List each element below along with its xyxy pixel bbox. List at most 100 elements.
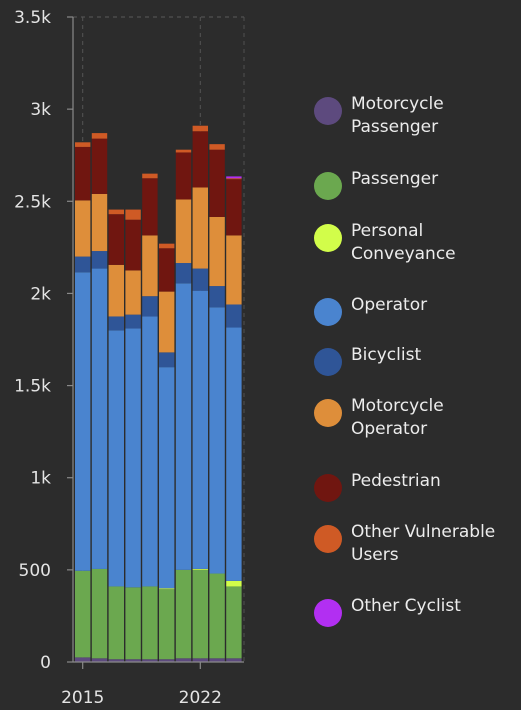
bar-segment[interactable] — [209, 573, 225, 659]
bar-segment[interactable] — [192, 568, 208, 570]
bar-segment[interactable] — [192, 125, 208, 132]
legend-label: Other Cyclist — [351, 596, 461, 616]
bar-segment[interactable] — [159, 291, 175, 353]
bar-segment[interactable] — [175, 263, 192, 284]
bar-segment[interactable] — [125, 659, 141, 662]
bar-segment[interactable] — [125, 209, 141, 220]
bar-segment[interactable] — [108, 214, 124, 265]
bar-segment[interactable] — [192, 131, 208, 188]
legend-item[interactable]: Personal Conveyance — [314, 220, 521, 266]
bar-segment[interactable] — [209, 149, 225, 217]
bar-segment[interactable] — [91, 251, 108, 269]
x-tick-label: 2015 — [61, 688, 104, 708]
bar-segment[interactable] — [91, 568, 108, 659]
legend-item[interactable]: Motorcycle Operator — [314, 395, 521, 441]
bar-segment[interactable] — [209, 144, 225, 150]
bar-segment[interactable] — [159, 588, 175, 590]
bar-segment[interactable] — [209, 286, 225, 308]
bar-segment[interactable] — [108, 316, 124, 331]
bar-segment[interactable] — [125, 219, 141, 271]
bar-segment[interactable] — [142, 235, 158, 297]
legend-item[interactable]: Bicyclist — [314, 344, 521, 376]
bar-segment[interactable] — [192, 268, 208, 291]
bar-segment[interactable] — [159, 589, 175, 660]
bar-segment[interactable] — [209, 307, 225, 574]
bar-segment[interactable] — [175, 283, 192, 570]
bar-segment[interactable] — [75, 570, 91, 658]
bar-segment[interactable] — [175, 199, 192, 264]
bar-segment[interactable] — [192, 187, 208, 269]
bar-segment[interactable] — [125, 328, 141, 588]
bar-segment[interactable] — [175, 569, 192, 659]
bar-segment[interactable] — [108, 659, 124, 662]
legend-item[interactable]: Other Vulnerable Users — [314, 521, 521, 567]
bar-segment[interactable] — [142, 173, 158, 179]
legend-swatch — [314, 474, 342, 502]
bar-segment[interactable] — [142, 316, 158, 587]
bar-segment[interactable] — [142, 178, 158, 236]
x-tick-labels: 2015 2022 — [61, 688, 222, 708]
bar-segment[interactable] — [91, 193, 108, 252]
bar-segment[interactable] — [75, 272, 91, 571]
bar-segment[interactable] — [175, 152, 192, 200]
bar-segment[interactable] — [159, 243, 175, 249]
bar-segment[interactable] — [226, 327, 242, 581]
bar-segment[interactable] — [226, 179, 242, 236]
legend-label: Passenger — [351, 169, 439, 189]
bar-segment[interactable] — [209, 216, 225, 287]
bar-segment[interactable] — [226, 658, 242, 662]
bar-segment[interactable] — [159, 367, 175, 589]
bar-segment[interactable] — [142, 586, 158, 660]
legend-item[interactable]: Pedestrian — [314, 470, 521, 502]
bar-segment[interactable] — [159, 352, 175, 368]
bar-segment[interactable] — [75, 146, 91, 201]
bar-segment[interactable] — [192, 658, 208, 662]
bar-segment[interactable] — [91, 658, 108, 662]
bar-segment[interactable] — [226, 235, 242, 305]
y-tick-labels: 0 500 1k 1.5k 2k 2.5k 3k 3.5k — [14, 8, 51, 673]
bars-layer — [75, 125, 242, 662]
bar-segment[interactable] — [175, 149, 192, 153]
bar-segment[interactable] — [159, 248, 175, 292]
y-tick-label: 500 — [19, 561, 51, 581]
bar-segment[interactable] — [226, 176, 242, 179]
bar-segment[interactable] — [142, 659, 158, 662]
bar-segment[interactable] — [75, 256, 91, 273]
bar-segment[interactable] — [108, 586, 124, 660]
axes-layer — [67, 16, 244, 669]
bar-segment[interactable] — [108, 264, 124, 317]
bar-segment[interactable] — [142, 296, 158, 317]
legend-item[interactable]: Operator — [314, 294, 521, 326]
bar-segment[interactable] — [192, 290, 208, 569]
bar-segment[interactable] — [125, 314, 141, 329]
bar-segment[interactable] — [91, 138, 108, 194]
y-tick-label: 2k — [30, 284, 51, 304]
legend-item[interactable]: Passenger — [314, 168, 521, 200]
bar-segment[interactable] — [75, 142, 91, 147]
y-tick-label: 1.5k — [14, 377, 51, 397]
bar-segment[interactable] — [108, 209, 124, 215]
legend-label: Other Vulnerable Users — [351, 522, 496, 565]
bar-segment[interactable] — [209, 658, 225, 662]
bar-segment[interactable] — [75, 200, 91, 257]
legend-item[interactable]: Other Cyclist — [314, 595, 521, 627]
bar-segment[interactable] — [226, 304, 242, 328]
legend-swatch — [314, 298, 342, 326]
bar-segment[interactable] — [192, 569, 208, 659]
bar-segment[interactable] — [125, 270, 141, 315]
legend-label: Personal Conveyance — [351, 221, 456, 264]
bar-segment[interactable] — [125, 587, 141, 660]
bar-segment[interactable] — [175, 658, 192, 662]
legend-swatch — [314, 525, 342, 553]
bar-segment[interactable] — [75, 657, 91, 662]
bar-segment[interactable] — [226, 580, 242, 587]
legend-swatch — [314, 172, 342, 200]
bar-segment[interactable] — [91, 268, 108, 569]
legend-item[interactable]: Motorcycle Passenger — [314, 93, 521, 139]
bar-segment[interactable] — [226, 586, 242, 659]
bar-segment[interactable] — [159, 659, 175, 662]
bar-segment[interactable] — [91, 133, 108, 139]
bar-segment[interactable] — [108, 330, 124, 587]
bar-segment[interactable] — [226, 178, 242, 180]
